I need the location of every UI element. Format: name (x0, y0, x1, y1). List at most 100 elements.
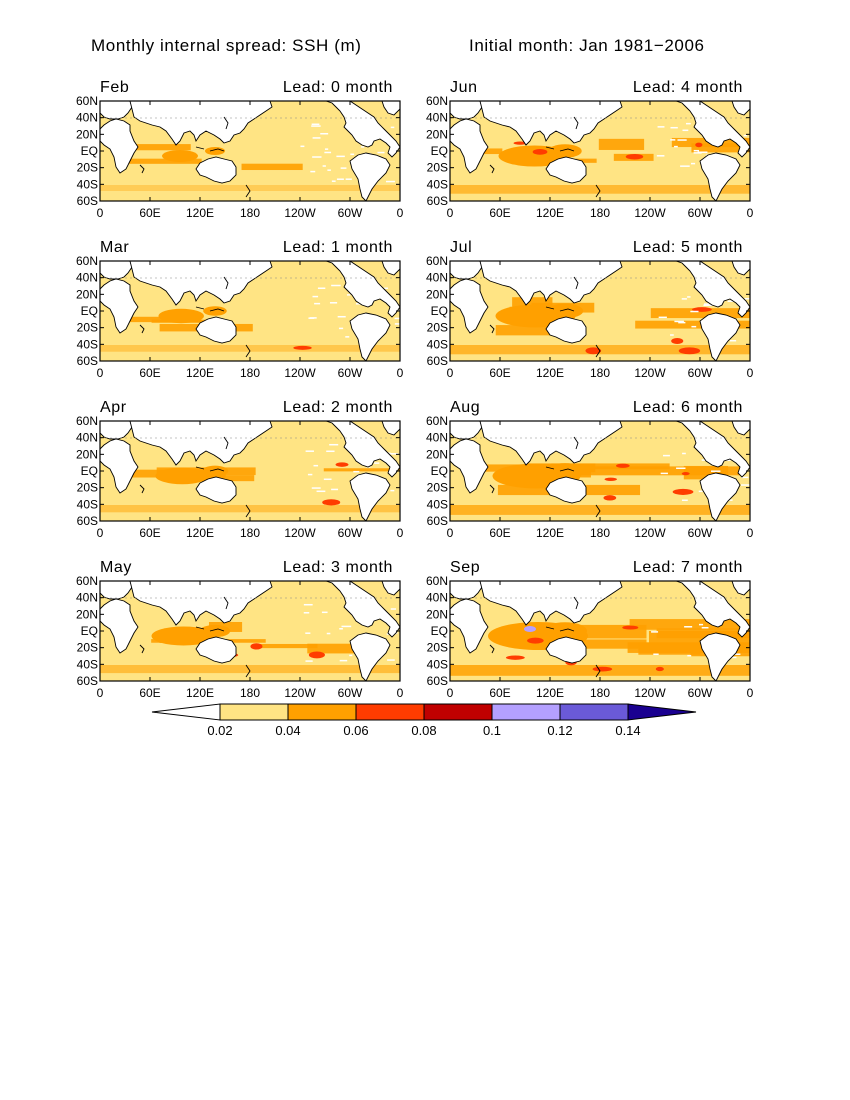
lon-tick-label: 0 (397, 206, 404, 220)
lat-tick-label: 40N (426, 111, 448, 125)
lon-tick-label: 0 (747, 686, 754, 700)
panel-lead-label: Lead: 6 month (633, 399, 743, 416)
lon-tick-label: 120W (284, 526, 316, 540)
lon-tick-label: 60W (338, 366, 363, 380)
lon-tick-label: 60E (139, 526, 160, 540)
lat-tick-label: 20S (427, 641, 448, 655)
panel-lead-label: Lead: 3 month (283, 559, 393, 576)
colorbar-min-arrow (151, 703, 221, 721)
lon-tick-label: 120E (186, 366, 214, 380)
colorbar-swatch (355, 703, 425, 721)
lon-tick-label: 0 (97, 686, 104, 700)
panel-month-label: Feb (100, 79, 129, 96)
lon-tick-label: 120W (634, 686, 666, 700)
lat-tick-label: 20S (77, 641, 98, 655)
colorbar-label: 0.1 (483, 723, 501, 738)
lat-tick-label: 60S (77, 354, 98, 368)
lon-tick-label: 60E (139, 366, 160, 380)
colorbar-label: 0.04 (275, 723, 300, 738)
lon-tick-label: 60E (139, 206, 160, 220)
colorbar-swatch (559, 703, 629, 721)
figure-subtitle: Initial month: Jan 1981−2006 (469, 36, 705, 55)
lat-tick-label: 60S (427, 514, 448, 528)
lat-tick-label: 40N (76, 271, 98, 285)
lon-tick-label: 180 (240, 686, 260, 700)
lat-tick-label: EQ (431, 144, 448, 158)
lat-tick-label: 20N (76, 127, 98, 141)
lon-tick-label: 0 (97, 206, 104, 220)
lat-tick-label: 60S (427, 674, 448, 688)
colorbar-label: 0.12 (547, 723, 572, 738)
colorbar-swatch (423, 703, 493, 721)
panel-lead-label: Lead: 2 month (283, 399, 393, 416)
lon-tick-label: 0 (447, 686, 454, 700)
lat-tick-label: 40S (427, 497, 448, 511)
lon-tick-label: 180 (590, 526, 610, 540)
lon-tick-label: 120E (536, 526, 564, 540)
lat-tick-label: 20N (76, 447, 98, 461)
panel-lead-label: Lead: 0 month (283, 79, 393, 96)
lat-tick-label: 20N (426, 447, 448, 461)
lon-tick-label: 120E (186, 686, 214, 700)
lat-tick-label: EQ (431, 624, 448, 638)
lon-tick-label: 60E (139, 686, 160, 700)
lon-tick-label: 60E (489, 366, 510, 380)
lon-tick-label: 60E (489, 206, 510, 220)
lon-tick-label: 120W (634, 366, 666, 380)
lon-tick-label: 0 (447, 366, 454, 380)
lat-tick-label: 40S (77, 497, 98, 511)
lon-tick-label: 0 (397, 366, 404, 380)
lon-tick-label: 60W (338, 686, 363, 700)
lat-tick-label: 20N (76, 287, 98, 301)
lon-tick-label: 60W (688, 526, 713, 540)
lon-tick-label: 0 (747, 366, 754, 380)
lat-tick-label: EQ (431, 464, 448, 478)
lon-tick-label: 120W (284, 366, 316, 380)
map-panel: 60N040N60E20N120EEQ18020S120W40S60W60S0M… (76, 559, 404, 700)
lon-tick-label: 120W (284, 206, 316, 220)
lat-tick-label: 20N (426, 127, 448, 141)
colorbar-max-arrow (627, 703, 697, 721)
lon-tick-label: 60W (338, 526, 363, 540)
colorbar-swatch (287, 703, 357, 721)
lat-tick-label: 60S (77, 674, 98, 688)
lat-tick-label: EQ (81, 464, 98, 478)
lon-tick-label: 60E (489, 526, 510, 540)
lat-tick-label: 40S (427, 177, 448, 191)
lat-tick-label: 60S (427, 354, 448, 368)
lat-tick-label: 40N (426, 591, 448, 605)
lat-tick-label: EQ (81, 624, 98, 638)
lon-tick-label: 0 (97, 526, 104, 540)
lat-tick-label: 20S (77, 481, 98, 495)
lon-tick-label: 120W (634, 206, 666, 220)
lat-tick-label: 60N (426, 94, 448, 108)
lat-tick-label: 40N (426, 431, 448, 445)
lat-tick-label: 60N (426, 254, 448, 268)
lon-tick-label: 0 (397, 686, 404, 700)
lon-tick-label: 60W (688, 366, 713, 380)
lat-tick-label: 40N (76, 591, 98, 605)
panel-month-label: Mar (100, 239, 129, 256)
lon-tick-label: 120E (186, 526, 214, 540)
map-panel: 60N040N60E20N120EEQ18020S120W40S60W60S0A… (426, 399, 754, 540)
lon-tick-label: 60W (338, 206, 363, 220)
lat-tick-label: 20S (427, 481, 448, 495)
lat-tick-label: 20S (427, 321, 448, 335)
map-panel: 60N040N60E20N120EEQ18020S120W40S60W60S0J… (426, 79, 754, 220)
lon-tick-label: 120E (536, 366, 564, 380)
lat-tick-label: 40S (77, 337, 98, 351)
map-panel: 60N040N60E20N120EEQ18020S120W40S60W60S0F… (76, 79, 404, 220)
lat-tick-label: 60S (77, 514, 98, 528)
panel-lead-label: Lead: 1 month (283, 239, 393, 256)
lat-tick-label: 40S (427, 657, 448, 671)
lat-tick-label: 60N (76, 94, 98, 108)
lat-tick-label: 20N (426, 287, 448, 301)
panel-lead-label: Lead: 5 month (633, 239, 743, 256)
lat-tick-label: 20N (76, 607, 98, 621)
lat-tick-label: 60N (426, 574, 448, 588)
panel-lead-label: Lead: 4 month (633, 79, 743, 96)
colorbar-label: 0.06 (343, 723, 368, 738)
map-panel: 60N040N60E20N120EEQ18020S120W40S60W60S0S… (426, 559, 754, 700)
panel-lead-label: Lead: 7 month (633, 559, 743, 576)
lon-tick-label: 0 (447, 206, 454, 220)
